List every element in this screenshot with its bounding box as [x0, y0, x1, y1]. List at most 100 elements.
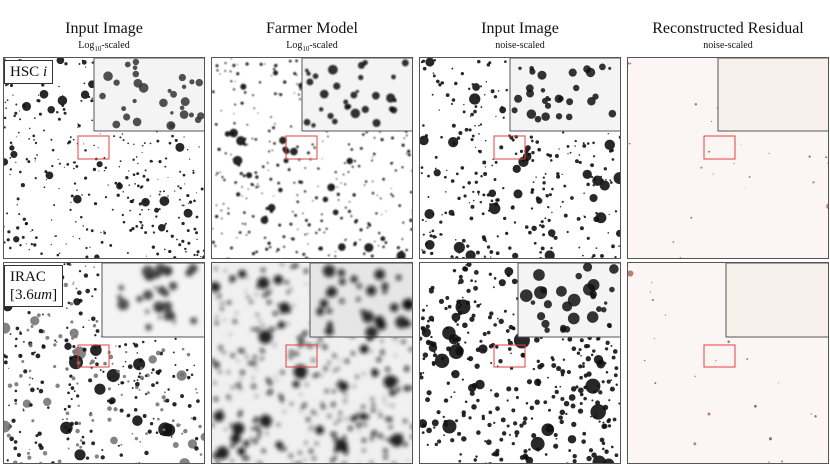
source [561, 200, 564, 203]
source [422, 371, 425, 374]
source [361, 423, 363, 426]
source [62, 95, 64, 97]
source [591, 452, 597, 458]
source [493, 421, 496, 424]
source [220, 301, 224, 305]
source [489, 250, 494, 254]
source [132, 65, 138, 71]
source [402, 221, 405, 224]
source [390, 433, 404, 447]
source [369, 461, 373, 463]
source [160, 408, 164, 412]
source [598, 390, 603, 395]
source [607, 232, 610, 234]
source [69, 328, 79, 338]
source [221, 176, 224, 179]
source [475, 379, 485, 390]
source [518, 156, 529, 168]
source [454, 238, 457, 241]
source [311, 358, 315, 362]
source [378, 410, 381, 413]
source [103, 231, 107, 235]
source [122, 191, 125, 193]
source [348, 201, 351, 203]
source [470, 204, 475, 209]
source [611, 158, 615, 161]
source [184, 247, 187, 251]
source [385, 367, 390, 372]
source [382, 396, 385, 398]
source [390, 162, 393, 165]
source [200, 187, 204, 191]
source [304, 256, 309, 258]
source [548, 153, 553, 158]
image [212, 58, 412, 258]
source [528, 258, 531, 259]
image-panel [211, 262, 413, 464]
source [508, 246, 512, 250]
source [497, 90, 500, 92]
source [371, 91, 380, 100]
source [138, 389, 141, 392]
source [395, 274, 402, 281]
source [103, 71, 113, 82]
source [267, 390, 273, 396]
source [159, 98, 168, 108]
source [303, 268, 309, 274]
source [604, 301, 608, 305]
source [196, 238, 198, 241]
source [95, 329, 100, 333]
source [579, 375, 583, 380]
source [612, 349, 618, 354]
source [370, 350, 373, 353]
source [463, 103, 465, 106]
source [247, 230, 251, 234]
source [266, 162, 269, 164]
source [99, 369, 102, 371]
source [245, 62, 249, 66]
source [343, 162, 346, 165]
source [16, 452, 22, 458]
source [467, 87, 471, 91]
source [588, 448, 594, 453]
source [276, 324, 281, 329]
source [154, 339, 157, 342]
source [35, 353, 41, 359]
source [546, 153, 550, 157]
source [239, 172, 243, 176]
source [307, 223, 311, 227]
source [812, 181, 815, 184]
source [450, 102, 453, 106]
source [531, 433, 537, 439]
source [539, 251, 542, 254]
zoom-box [285, 135, 318, 160]
source [554, 154, 559, 158]
source [496, 235, 499, 238]
source [391, 74, 396, 80]
source [382, 289, 388, 294]
source [194, 116, 202, 124]
source [458, 274, 463, 279]
source [712, 173, 714, 175]
source [615, 229, 620, 237]
source [338, 411, 342, 414]
source [275, 441, 283, 449]
source [213, 381, 217, 385]
source [96, 161, 103, 168]
source [243, 137, 247, 141]
source [212, 90, 215, 94]
source [320, 401, 324, 405]
source [58, 252, 61, 255]
source [141, 224, 144, 227]
source [146, 391, 150, 395]
source [139, 440, 142, 443]
source [133, 379, 136, 382]
source [85, 288, 91, 294]
source [306, 71, 311, 76]
source [106, 399, 110, 403]
source [63, 407, 67, 411]
source [219, 171, 221, 173]
source [450, 396, 453, 399]
source [533, 241, 537, 245]
source [296, 200, 300, 204]
